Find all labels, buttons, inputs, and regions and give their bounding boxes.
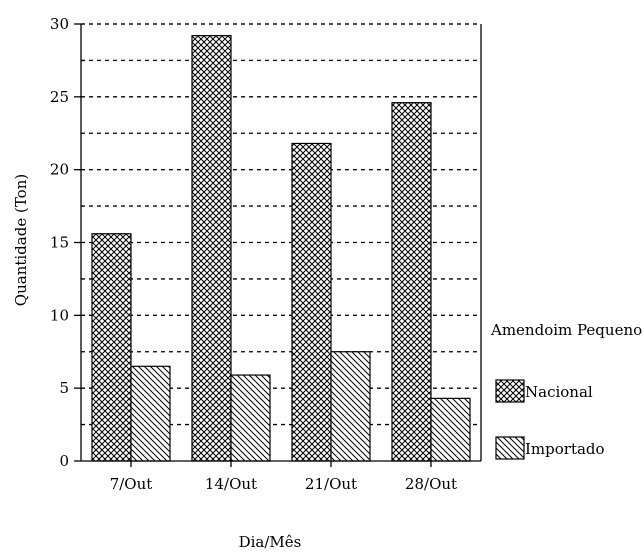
x-tick-label: 14/Out xyxy=(205,475,257,493)
y-tick-label: 5 xyxy=(59,379,69,397)
grid-lines xyxy=(81,23,481,426)
bar-importado-21/Out xyxy=(330,351,371,462)
y-tick-label: 10 xyxy=(50,306,69,324)
y-tick-label: 0 xyxy=(59,452,69,470)
bar-nacional-7/Out xyxy=(91,233,132,462)
y-tick-label: 30 xyxy=(50,15,69,33)
x-tick-label: 21/Out xyxy=(305,475,357,493)
legend-label-nacional: Nacional xyxy=(525,383,593,401)
x-tick-label: 7/Out xyxy=(110,475,153,493)
legend-swatch-nacional xyxy=(495,379,525,403)
y-tick-label: 25 xyxy=(50,88,69,106)
legend-title: Amendoim Pequeno xyxy=(490,321,642,339)
legend: Amendoim Pequeno Nacional Importado xyxy=(490,321,642,460)
x-axis-ticks: 7/Out 14/Out 21/Out 28/Out xyxy=(110,461,457,493)
y-tick-label: 15 xyxy=(50,234,69,252)
legend-label-importado: Importado xyxy=(525,440,605,458)
bar-nacional-14/Out xyxy=(191,35,232,462)
bar-nacional-21/Out xyxy=(291,142,332,462)
y-axis-label: Quantidade (Ton) xyxy=(12,174,30,306)
bar-nacional-28/Out xyxy=(391,102,432,462)
x-tick-label: 28/Out xyxy=(405,475,457,493)
y-axis-ticks: 0 5 10 15 20 25 30 xyxy=(50,15,81,470)
x-axis-label: Dia/Mês xyxy=(239,533,302,551)
bar-importado-28/Out xyxy=(430,397,471,462)
legend-swatch-importado xyxy=(495,436,525,460)
bars xyxy=(91,35,471,462)
bar-importado-14/Out xyxy=(230,374,271,462)
bar-importado-7/Out xyxy=(130,365,171,462)
y-tick-label: 20 xyxy=(50,161,69,179)
